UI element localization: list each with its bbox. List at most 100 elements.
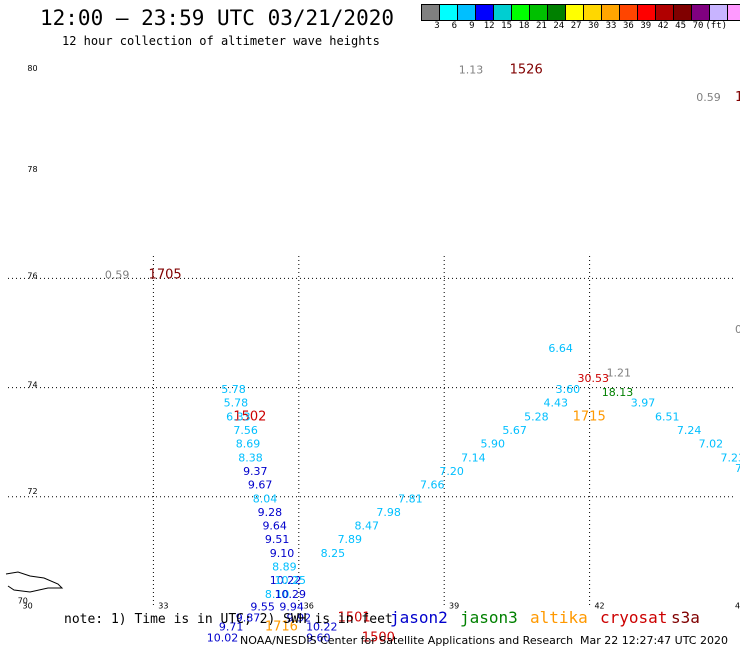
- data-label: 1.13: [459, 64, 484, 77]
- data-label: 9.60: [306, 631, 331, 644]
- data-label: 0.59: [696, 91, 721, 104]
- data-label: 42: [594, 602, 604, 611]
- data-label: 7.14: [461, 451, 486, 464]
- timestamp: Mar 22 12:27:47 UTC 2020: [580, 634, 728, 647]
- data-label: 9.94: [279, 600, 304, 613]
- chart-subtitle: 12 hour collection of altimeter wave hei…: [62, 34, 380, 48]
- data-label: 9.37: [243, 465, 268, 478]
- scale-label: 21: [535, 21, 547, 31]
- data-label: 76: [27, 271, 37, 280]
- data-label: 18.13: [602, 386, 634, 399]
- data-label: 8.69: [236, 438, 261, 451]
- data-label: 45: [735, 602, 740, 611]
- data-label: 80: [27, 64, 37, 73]
- data-label: 5.78: [221, 383, 246, 396]
- data-label: 36: [304, 602, 314, 611]
- data-label: 9.64: [262, 520, 287, 533]
- data-label: 9.87: [236, 611, 261, 624]
- data-label: 8.10: [265, 588, 290, 601]
- data-label: 8.47: [355, 520, 380, 533]
- color-scale: [421, 4, 740, 21]
- data-label: 1.21: [607, 367, 632, 380]
- data-label: 1715: [573, 409, 606, 424]
- data-label: 9.28: [258, 506, 283, 519]
- data-label: 3.60: [556, 383, 581, 396]
- color-scale-labels: 3 6 9 12 15 18 21 24 27 30 33 36 39 42 45 70 (ft): [421, 21, 740, 35]
- data-label: 1705: [149, 267, 182, 282]
- data-label: 6.51: [655, 410, 680, 423]
- scale-label: 15: [501, 21, 513, 31]
- data-label: 5.67: [502, 424, 527, 437]
- scale-label: 70: [692, 21, 704, 31]
- data-label: 8.89: [272, 561, 297, 574]
- scale-label: 24: [553, 21, 565, 31]
- scale-label: 12: [483, 21, 495, 31]
- coastline: [5, 571, 64, 593]
- data-label: 7.66: [420, 479, 445, 492]
- data-label: 1502: [233, 409, 266, 424]
- scale-label: 18: [518, 21, 530, 31]
- legend-entry: jason2: [390, 608, 448, 627]
- data-label: 10.22: [306, 621, 338, 634]
- data-label: 9.10: [270, 547, 295, 560]
- scale-label: 45: [675, 21, 687, 31]
- data-label: 10.02: [207, 631, 239, 644]
- scale-label: 9: [469, 21, 475, 31]
- scale-swatch: [727, 4, 740, 21]
- scale-label: 33: [605, 21, 617, 31]
- data-label: 3.97: [631, 397, 656, 410]
- data-label: 6.33: [226, 410, 251, 423]
- data-label: 30: [23, 602, 33, 611]
- data-label: 1500: [362, 630, 395, 645]
- data-label: 8.38: [238, 451, 263, 464]
- footnote: note: 1) Time is in UTC; 2) SWH is in fe…: [64, 612, 393, 627]
- data-label: 8.04: [253, 492, 277, 505]
- scale-label: 3: [434, 21, 440, 31]
- scale-label: 30: [588, 21, 600, 31]
- data-label: 9.67: [248, 479, 273, 492]
- data-label: 0.59: [105, 268, 130, 281]
- scale-label: 39: [640, 21, 652, 31]
- data-label: 4.43: [544, 397, 569, 410]
- scale-label: 42: [657, 21, 669, 31]
- data-label: 1501: [338, 610, 371, 625]
- legend-entry: jason3: [460, 608, 518, 627]
- data-label: 5.28: [524, 410, 549, 423]
- data-label: 8.25: [321, 547, 346, 560]
- data-label: 10.25: [275, 574, 307, 587]
- data-label: 1716: [265, 620, 298, 635]
- data-label: 10.29: [275, 588, 307, 601]
- data-label: 5.78: [224, 397, 249, 410]
- scale-label: 6: [451, 21, 458, 31]
- data-label: 39: [449, 602, 459, 611]
- scale-label: 36: [622, 21, 634, 31]
- data-label: 5.90: [481, 438, 506, 451]
- data-label: 10.22: [270, 574, 302, 587]
- data-label: 78: [27, 165, 37, 174]
- data-label: 1: [735, 90, 740, 105]
- data-label: 1526: [510, 63, 543, 78]
- data-label: 33: [158, 602, 168, 611]
- data-label: 0: [735, 323, 740, 336]
- data-label: 74: [27, 381, 37, 390]
- data-label: 9.55: [250, 600, 274, 613]
- legend-entry: cryosat: [600, 608, 668, 627]
- data-label: 7.20: [439, 465, 464, 478]
- scale-label: (ft): [705, 21, 728, 31]
- data-label: 7.56: [233, 424, 258, 437]
- data-label: 7.24: [677, 424, 702, 437]
- data-label: 70: [18, 596, 28, 605]
- data-label: 9.92: [287, 611, 312, 624]
- data-label: 30.53: [577, 372, 609, 385]
- data-label: 7.98: [376, 506, 401, 519]
- data-label: 7.02: [699, 438, 724, 451]
- chart-title: 12:00 – 23:59 UTC 03/21/2020: [40, 6, 395, 30]
- data-label: 9.51: [265, 533, 290, 546]
- data-label: 6.64: [548, 342, 573, 355]
- credit: NOAA/NESDIS Center for Satellite Applica…: [240, 634, 574, 647]
- scale-label: 27: [570, 21, 582, 31]
- data-label: 9.71: [219, 621, 244, 634]
- data-label: 7.81: [398, 492, 423, 505]
